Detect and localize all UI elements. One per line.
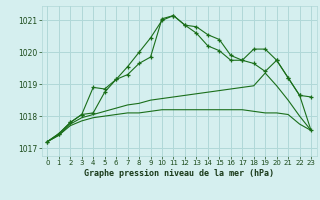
X-axis label: Graphe pression niveau de la mer (hPa): Graphe pression niveau de la mer (hPa) <box>84 169 274 178</box>
